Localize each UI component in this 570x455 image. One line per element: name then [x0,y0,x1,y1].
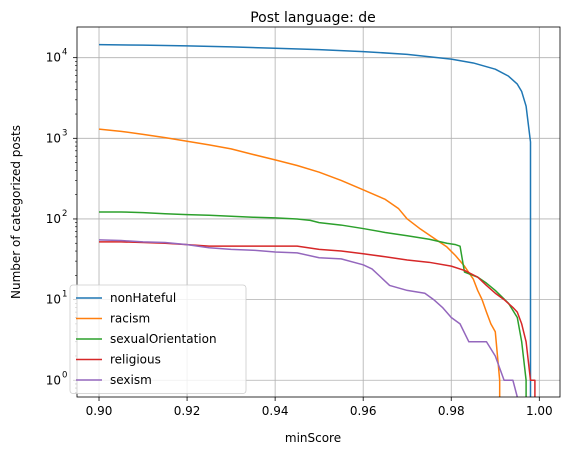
x-tick-label: 1.00 [526,404,553,418]
y-tick-label: 10 [46,373,61,387]
x-axis-label: minScore [285,431,341,445]
x-axis: 0.90 0.92 0.94 0.96 0.98 1.00 [86,397,553,418]
x-tick-label: 0.90 [86,404,113,418]
x-tick-label: 0.94 [262,404,289,418]
y-tick-exponent: 4 [62,48,67,58]
y-tick-exponent: 2 [62,209,67,219]
legend-label: racism [110,312,150,326]
legend: nonHateful racism sexualOrientation religio… [69,284,247,394]
plot-lines [98,43,536,397]
x-tick-label: 0.96 [350,404,377,418]
y-tick-label: 10 [46,51,61,65]
y-tick-exponent: 1 [62,290,67,300]
legend-label: sexism [110,373,152,387]
legend-label: sexualOrientation [110,332,217,346]
y-axis-label: Number of categorized posts [9,125,23,299]
y-tick-exponent: 0 [62,370,67,380]
y-tick-label: 10 [46,293,61,307]
series-line-racism [98,128,501,397]
legend-label: religious [110,353,161,367]
x-tick-label: 0.92 [174,404,201,418]
y-tick-label: 10 [46,212,61,226]
chart-title: Post language: de [250,10,376,26]
y-tick-exponent: 3 [62,128,67,138]
x-tick-label: 0.98 [438,404,465,418]
series-line-nonHateful [99,43,532,397]
legend-box [69,284,247,394]
plot-frame [76,26,561,398]
series-line-sexualOrientation [99,211,527,397]
legend-label: nonHateful [110,291,176,305]
y-tick-label: 10 [46,131,61,145]
series-line-sexism [98,239,519,397]
